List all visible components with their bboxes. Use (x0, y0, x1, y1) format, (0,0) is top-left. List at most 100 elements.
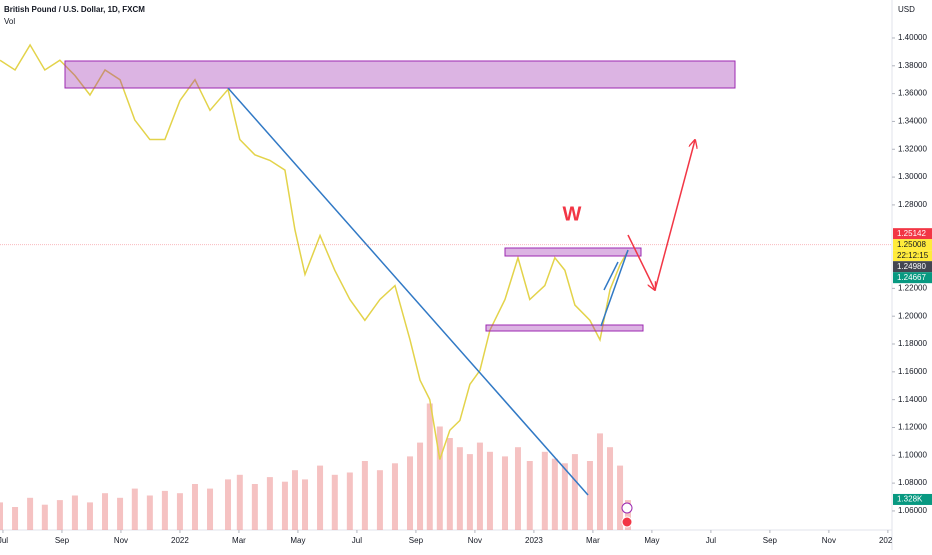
volume-bar (446, 438, 453, 530)
volume-bar (417, 442, 424, 530)
price-label-box (893, 250, 932, 262)
y-tick-label: 1.28000 (898, 200, 927, 209)
y-tick-label: 1.36000 (898, 89, 927, 98)
chart-title: British Pound / U.S. Dollar, 1D, FXCM (4, 5, 145, 14)
volume-bar (426, 403, 433, 530)
x-tick-label: May (644, 536, 659, 545)
volume-bar (27, 497, 34, 530)
price-label-box (893, 228, 932, 240)
volume-bar (146, 495, 153, 530)
volume-bar (12, 507, 19, 530)
x-tick-label: Jul (0, 536, 8, 545)
y-tick-label: 1.34000 (898, 117, 927, 126)
volume-bar (331, 474, 338, 530)
arrow[interactable] (627, 234, 655, 290)
volume-bar (596, 433, 603, 530)
y-tick-label: 1.40000 (898, 33, 927, 42)
volume-bar (561, 463, 568, 530)
x-tick-label: Nov (468, 536, 482, 545)
y-tick-label: 1.30000 (898, 172, 927, 181)
x-tick-label: Jul (352, 536, 362, 545)
volume-bar (302, 479, 309, 530)
volume-bar (191, 484, 198, 530)
pattern-label: W (563, 203, 582, 225)
x-tick-label: Nov (822, 536, 836, 545)
volume-bar (391, 463, 398, 530)
y-tick-label: 1.06000 (898, 506, 927, 515)
x-tick-label: Nov (114, 536, 128, 545)
volume-bar (361, 461, 368, 530)
volume-bar (207, 488, 214, 530)
volume-bar (466, 454, 473, 530)
volume-bar (514, 447, 521, 530)
volume-bar (225, 479, 232, 530)
price-label: 1.25008 (897, 240, 926, 249)
volume-bar (86, 502, 93, 530)
volume-bar (541, 451, 548, 530)
x-tick-label: 2022 (171, 536, 189, 545)
volume-bar (436, 426, 443, 530)
volume-bar (407, 456, 414, 530)
price-label: 1.24980 (897, 262, 926, 271)
x-tick-label: 2023 (525, 536, 543, 545)
y-tick-label: 1.08000 (898, 478, 927, 487)
volume-bar (617, 465, 624, 530)
volume-layer (0, 403, 631, 530)
volume-bar (317, 465, 324, 530)
price-layer (0, 43, 629, 460)
volume-bar (71, 495, 78, 530)
volume-bar (41, 504, 48, 530)
x-tick-label: Jul (706, 536, 716, 545)
event-icon[interactable] (621, 502, 633, 514)
x-axis: Jul Sep Nov 2022 Mar May Jul Sep Nov 2023 Mar May Ju… (0, 530, 892, 545)
range-top-zone[interactable] (504, 247, 642, 257)
event-icon[interactable] (621, 516, 633, 528)
x-tick-label: May (290, 536, 305, 545)
volume-bar (266, 477, 273, 530)
volume-bar (236, 474, 243, 530)
price-label: 1.25142 (897, 229, 926, 238)
y-tick-label: 1.16000 (898, 367, 927, 376)
volume-bar (117, 497, 124, 530)
volume-bar (346, 472, 353, 530)
arrow[interactable] (654, 140, 695, 291)
volume-bar (571, 454, 578, 530)
price-label: 1.24667 (897, 273, 926, 282)
x-tick-label: Sep (763, 536, 778, 545)
price-label-box (893, 272, 932, 284)
y-tick-label: 1.12000 (898, 423, 927, 432)
volume-label: 1.328K (897, 495, 923, 504)
y-tick-label: 1.14000 (898, 395, 927, 404)
volume-bar (281, 481, 288, 530)
volume-bar (251, 484, 258, 530)
currency-label: USD (898, 5, 915, 14)
volume-bar (476, 442, 483, 530)
y-tick-label: 1.20000 (898, 311, 927, 320)
trend-line[interactable] (600, 249, 629, 327)
volume-bar (586, 461, 593, 530)
volume-bar (456, 447, 463, 530)
volume-bar (486, 451, 493, 530)
x-tick-label: Mar (586, 536, 600, 545)
price-label-box (893, 239, 932, 251)
volume-bar (161, 490, 168, 530)
x-tick-label: Sep (55, 536, 70, 545)
volume-bar (176, 493, 183, 530)
volume-title: Vol (4, 17, 15, 26)
y-tick-label: 1.38000 (898, 61, 927, 70)
x-tick-label: Mar (232, 536, 246, 545)
volume-bar (0, 502, 3, 530)
trend-line[interactable] (603, 261, 619, 291)
y-tick-label: 1.32000 (898, 144, 927, 153)
trend-line[interactable] (227, 87, 589, 496)
resistance-zone[interactable] (64, 60, 736, 89)
volume-bar (624, 500, 631, 530)
volume-bar (526, 461, 533, 530)
volume-bar (131, 488, 138, 530)
y-tick-label: 1.22000 (898, 283, 927, 292)
range-bottom-zone[interactable] (485, 324, 644, 332)
x-tick-label: Sep (409, 536, 424, 545)
price-line (0, 43, 629, 460)
